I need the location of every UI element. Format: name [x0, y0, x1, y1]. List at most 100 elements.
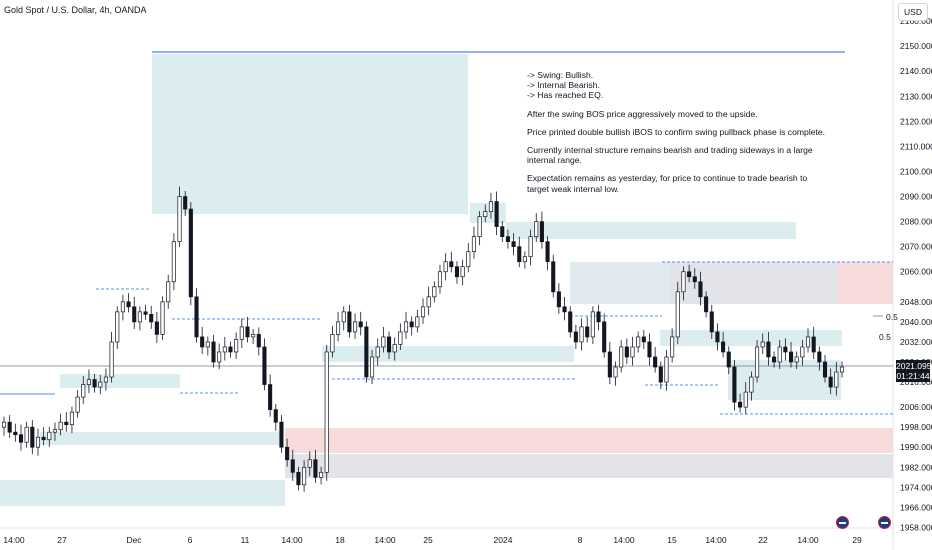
- candle-bull: [477, 216, 482, 237]
- zone-left-low: [60, 374, 180, 388]
- candle-bear: [539, 221, 544, 243]
- candle-bull: [800, 346, 805, 358]
- x-tick-label: 15: [667, 535, 677, 545]
- candle-bull: [522, 256, 527, 263]
- candle-bull: [166, 281, 171, 303]
- candle-bull: [98, 381, 103, 388]
- candle-bull: [302, 466, 307, 486]
- candle-bull: [675, 291, 680, 338]
- candle-bear: [279, 421, 284, 448]
- x-tick-label: 22: [758, 535, 768, 545]
- y-tick-label: 2070.000: [900, 242, 932, 252]
- candle-bull: [590, 311, 595, 338]
- candle-bear: [788, 351, 794, 363]
- candle-bear: [602, 321, 607, 353]
- y-tick-label: 2140.000: [900, 66, 932, 76]
- note-line: Expectation remains as yesterday, for pr…: [527, 173, 808, 194]
- candle-bear: [562, 306, 567, 313]
- candle-bull: [839, 366, 845, 373]
- countdown-timer: 01:21:44: [896, 371, 930, 381]
- candle-bull: [86, 379, 91, 385]
- candle-bear: [183, 196, 188, 210]
- note-line: After the swing BOS price aggressively m…: [527, 108, 758, 119]
- candle-bull: [755, 346, 760, 378]
- candle-bull: [234, 339, 239, 353]
- candle-bear: [783, 346, 788, 353]
- currency-button[interactable]: USD: [898, 3, 928, 21]
- candle-bear: [551, 261, 556, 293]
- y-tick-label: 2048.000: [900, 297, 932, 307]
- candle-bull: [330, 334, 335, 353]
- candle-bear: [126, 301, 131, 308]
- candle-bear: [545, 241, 550, 263]
- candle-bear: [386, 336, 392, 353]
- candle-bull: [794, 356, 799, 363]
- us-flag-icon[interactable]: [878, 516, 891, 529]
- candle-bear: [188, 208, 193, 298]
- candle-bear: [715, 331, 720, 343]
- candle-bull: [420, 306, 426, 318]
- x-tick-label: 14:00: [281, 535, 303, 545]
- candle-bear: [92, 379, 97, 388]
- candle-bull: [69, 411, 74, 426]
- candle-bull: [466, 251, 471, 268]
- zone-bottom-left: [0, 480, 285, 506]
- zone-blue-mid: [570, 262, 670, 304]
- candle-bear: [313, 459, 318, 478]
- y-tick-label: 1982.000: [900, 462, 932, 472]
- candle-bear: [517, 246, 522, 263]
- x-tick-label: 6: [188, 535, 193, 545]
- note-line: -> Swing: Bullish.: [527, 70, 594, 80]
- zone-left-mid: [322, 346, 574, 362]
- candle-bull: [483, 211, 488, 217]
- candle-bear: [256, 334, 261, 348]
- y-tick-label: 2032.000: [900, 337, 932, 347]
- candle-bull: [443, 261, 448, 273]
- candle-bull: [103, 376, 108, 383]
- candle-bull: [749, 376, 754, 393]
- y-tick-label: 1990.000: [900, 442, 932, 452]
- candle-bear: [692, 276, 697, 283]
- candle-bull: [579, 326, 584, 343]
- candle-bull: [58, 421, 63, 431]
- candle-bear: [64, 421, 69, 426]
- candle-bear: [200, 336, 205, 348]
- zone-top-right: [470, 203, 506, 223]
- note-line: Currently internal structure remains bea…: [527, 145, 813, 166]
- candle-bear: [347, 311, 352, 333]
- candle-bull: [137, 311, 142, 323]
- candle-bull: [681, 271, 686, 293]
- eq-label-lower: 0.5: [879, 332, 891, 342]
- y-tick-label: 2130.000: [900, 91, 932, 101]
- candle-bear: [766, 341, 771, 358]
- x-tick-label: 8: [578, 535, 583, 545]
- note-line: Price printed double bullish iBOS to con…: [527, 126, 826, 137]
- candle-bull: [630, 346, 635, 358]
- y-tick-label: 2040.000: [900, 317, 932, 327]
- candles: [1, 186, 845, 492]
- candle-bear: [494, 201, 499, 227]
- candle-bear: [30, 426, 35, 448]
- us-flag-icon[interactable]: [836, 516, 849, 529]
- candle-bear: [211, 341, 216, 363]
- candle-bear: [358, 321, 363, 328]
- candle-bear: [607, 351, 612, 378]
- zone-eq-a: [660, 330, 842, 346]
- candle-bull: [381, 336, 386, 348]
- y-tick-label: 2160.000: [900, 16, 932, 26]
- y-tick-label: 2100.000: [900, 166, 932, 176]
- candle-bear: [568, 311, 573, 333]
- candle-bull: [120, 301, 125, 313]
- candle-bear: [268, 384, 273, 410]
- candle-bear: [285, 446, 290, 461]
- candle-bull: [251, 334, 256, 338]
- candle-bear: [290, 459, 295, 473]
- candle-bear: [511, 241, 516, 248]
- candle-bear: [228, 346, 233, 353]
- candle-bull: [160, 301, 165, 335]
- y-tick-label: 2120.000: [900, 116, 932, 126]
- candle-bear: [13, 431, 18, 436]
- candle-bull: [670, 336, 675, 358]
- note-line: -> Internal Bearish.: [527, 80, 600, 91]
